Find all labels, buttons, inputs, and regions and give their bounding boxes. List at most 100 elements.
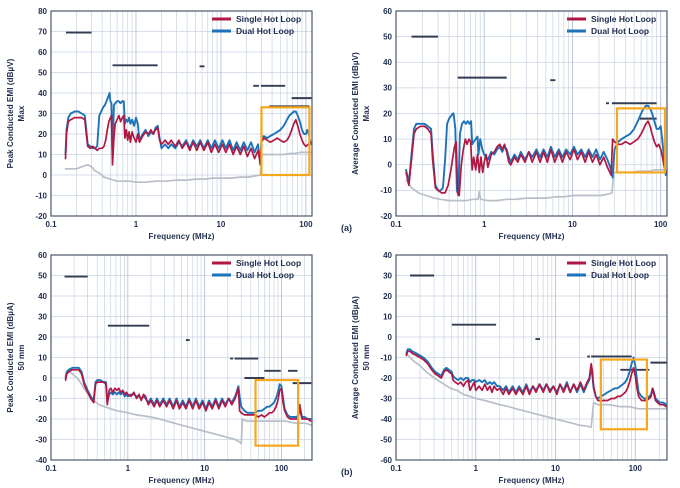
trace-noise bbox=[64, 151, 312, 184]
x-axis-title: Frequency (MHz) bbox=[499, 232, 565, 241]
legend-label-dual: Dual Hot Loop bbox=[591, 26, 649, 36]
y-tick-label: 80 bbox=[38, 7, 47, 16]
y-tick-label: -20 bbox=[35, 212, 47, 221]
trace-single bbox=[64, 368, 312, 422]
y-tick-label: -30 bbox=[35, 435, 47, 444]
traces bbox=[405, 104, 667, 202]
chart-average-dbua: -60 -50 -40 -30 -20 -10 0 10 20 30 40 0.1 1 10 100 Freq… bbox=[345, 244, 680, 488]
y-tick-label: -40 bbox=[380, 415, 392, 424]
y-axis-title-line2: Max bbox=[17, 105, 26, 121]
trace-dual bbox=[405, 104, 667, 197]
highlight-box bbox=[254, 378, 300, 447]
y-tick-label: 30 bbox=[383, 271, 392, 280]
y-tick-label: 0 bbox=[388, 161, 393, 170]
x-tick-label: 1 bbox=[134, 220, 139, 229]
x-tick-label: 0.1 bbox=[390, 464, 402, 473]
traces bbox=[64, 92, 312, 184]
y-tick-label: -20 bbox=[380, 374, 392, 383]
chart-peak-dbuv: -20 -10 0 10 20 30 40 50 60 70 80 0.1 1 10 100 Frequenc… bbox=[0, 0, 340, 244]
y-tick-label: 50 bbox=[383, 32, 392, 41]
y-tick-label: 30 bbox=[383, 84, 392, 93]
y-tick-label: 0 bbox=[388, 333, 393, 342]
figure-label-b: (b) bbox=[341, 467, 353, 477]
x-tick-label: 10 bbox=[568, 220, 577, 229]
y-tick-label: 40 bbox=[38, 292, 47, 301]
chart-peak-dbua: -40 -30 -20 -10 0 10 20 30 40 50 60 0.1 1 10 100 Freque… bbox=[0, 244, 340, 488]
y-tick-label: -40 bbox=[35, 456, 47, 465]
x-tick-label: 1 bbox=[482, 220, 487, 229]
y-axis-title-line2: Max bbox=[362, 105, 371, 121]
chart-peak-dbua-canvas: -40 -30 -20 -10 0 10 20 30 40 50 60 0.1 1 10 100 Freque… bbox=[6, 251, 313, 485]
legend-label-single: Single Hot Loop bbox=[591, 14, 656, 24]
y-tick-label: 20 bbox=[383, 292, 392, 301]
y-tick-label: -60 bbox=[380, 456, 392, 465]
y-tick-label: 40 bbox=[38, 89, 47, 98]
trace-dual bbox=[64, 92, 312, 166]
y-axis-title-line1: Average Conducted EMI (dBµA) bbox=[351, 296, 360, 419]
y-tick-label: -30 bbox=[380, 394, 392, 403]
y-tick-label: -10 bbox=[35, 394, 47, 403]
y-axis-title-line2: 50 mm bbox=[17, 345, 26, 371]
highlight-box bbox=[615, 107, 667, 174]
x-tick-label: 0.1 bbox=[45, 220, 57, 229]
legend-label-single: Single Hot Loop bbox=[236, 14, 301, 24]
legend-label-single: Single Hot Loop bbox=[236, 258, 301, 268]
y-tick-label: 20 bbox=[38, 333, 47, 342]
chart-average-dbuv: -20 -10 0 10 20 30 40 50 60 0.1 1 10 100 Frequency (M… bbox=[345, 0, 680, 244]
y-tick-label: 10 bbox=[383, 135, 392, 144]
y-tick-label: -50 bbox=[380, 435, 392, 444]
x-tick-label: 100 bbox=[275, 464, 289, 473]
chart-average-dbua-canvas: -60 -50 -40 -30 -20 -10 0 10 20 30 40 0.1 1 10 100 Freq… bbox=[351, 251, 668, 485]
trace-single bbox=[64, 114, 312, 166]
y-tick-label: 10 bbox=[383, 312, 392, 321]
legend-label-single: Single Hot Loop bbox=[591, 258, 656, 268]
plot-border bbox=[395, 10, 668, 217]
trace-noise bbox=[405, 352, 667, 429]
figure-label-a: (a) bbox=[341, 223, 352, 233]
y-tick-label: 40 bbox=[383, 58, 392, 67]
x-axis-title: Frequency (MHz) bbox=[149, 476, 215, 485]
legend-label-dual: Dual Hot Loop bbox=[236, 26, 294, 36]
chart-average-dbuv-canvas: -20 -10 0 10 20 30 40 50 60 0.1 1 10 100 Frequency (M… bbox=[351, 7, 668, 241]
highlight-box bbox=[260, 106, 311, 177]
x-tick-label: 10 bbox=[200, 464, 209, 473]
x-tick-label: 0.1 bbox=[45, 464, 57, 473]
x-tick-label: 0.1 bbox=[390, 220, 402, 229]
trace-noise bbox=[405, 169, 667, 202]
x-tick-label: 10 bbox=[216, 220, 225, 229]
plot-border bbox=[50, 10, 313, 217]
legend-label-dual: Dual Hot Loop bbox=[236, 270, 294, 280]
y-tick-label: -10 bbox=[380, 186, 392, 195]
y-tick-label: -20 bbox=[35, 415, 47, 424]
y-tick-label: 50 bbox=[38, 271, 47, 280]
y-axis-title-line1: Peak Conducted EMI (dBµV) bbox=[6, 58, 15, 168]
y-tick-label: -10 bbox=[35, 191, 47, 200]
y-axis-title-line1: Peak Conducted EMI (dBµA) bbox=[6, 302, 15, 412]
y-tick-label: 10 bbox=[38, 150, 47, 159]
y-tick-label: 60 bbox=[38, 251, 47, 260]
y-tick-label: 60 bbox=[383, 7, 392, 16]
y-tick-label: 30 bbox=[38, 312, 47, 321]
y-tick-label: 40 bbox=[383, 251, 392, 260]
x-tick-label: 1 bbox=[474, 464, 479, 473]
y-tick-label: 0 bbox=[43, 171, 48, 180]
trace-single bbox=[405, 120, 667, 197]
y-tick-label: -10 bbox=[380, 353, 392, 362]
plot-border bbox=[50, 254, 313, 461]
y-tick-label: 70 bbox=[38, 27, 47, 36]
y-tick-label: 20 bbox=[383, 109, 392, 118]
y-tick-label: -20 bbox=[380, 212, 392, 221]
plot-border bbox=[395, 254, 668, 461]
y-tick-label: 20 bbox=[38, 130, 47, 139]
trace-single bbox=[405, 350, 667, 408]
y-tick-label: 0 bbox=[43, 374, 48, 383]
trace-noise bbox=[64, 370, 312, 445]
chart-peak-dbuv-canvas: -20 -10 0 10 20 30 40 50 60 70 80 0.1 1 10 100 Frequenc… bbox=[6, 7, 313, 241]
y-axis-title-line2: 50 mm bbox=[362, 345, 371, 371]
traces bbox=[405, 348, 667, 429]
highlight-box bbox=[599, 358, 649, 431]
x-tick-label: 10 bbox=[551, 464, 560, 473]
legend-label-dual: Dual Hot Loop bbox=[591, 270, 649, 280]
x-axis-title: Frequency (MHz) bbox=[499, 476, 565, 485]
